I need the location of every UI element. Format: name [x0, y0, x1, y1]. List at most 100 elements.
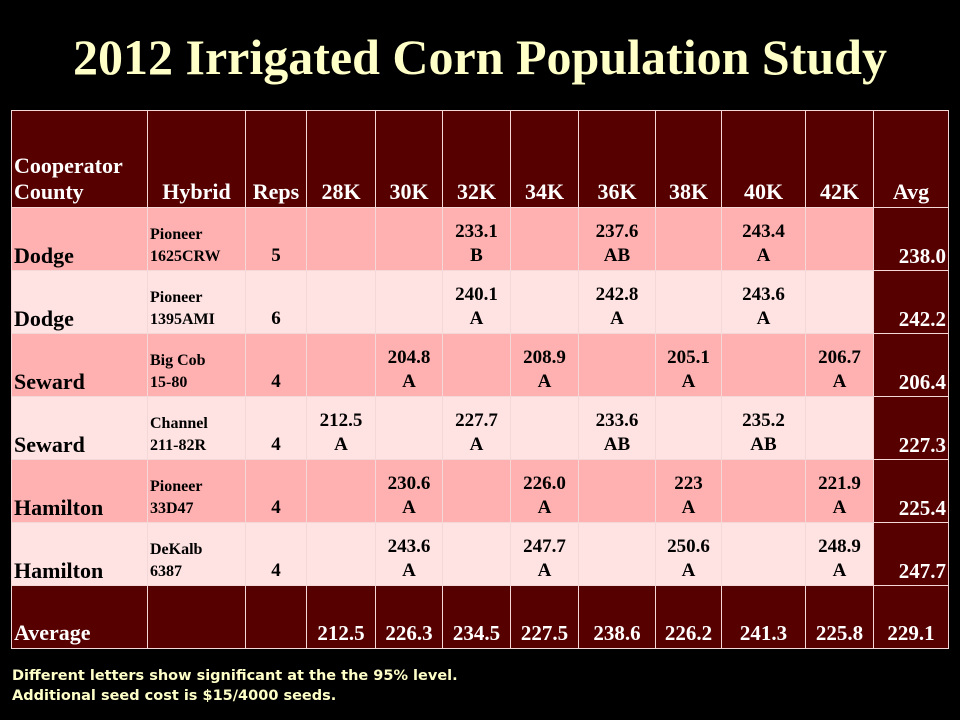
- significance-letter: A: [537, 497, 552, 518]
- avg-cell: 227.3: [873, 396, 949, 460]
- hybrid-cell: DeKalb 6387: [147, 522, 246, 586]
- footnote-seed-cost: Additional seed cost is $15/4000 seeds.: [12, 688, 337, 704]
- yield-cell: [510, 396, 579, 460]
- hybrid-brand: DeKalb: [150, 541, 203, 558]
- yield-cell: 206.7 A: [805, 333, 874, 397]
- yield-cell: [578, 459, 656, 523]
- yield-value: 205.1: [667, 347, 710, 368]
- yield-cell: 237.6 AB: [578, 207, 656, 271]
- yield-cell: 223 A: [655, 459, 722, 523]
- county-cell: Hamilton: [11, 459, 148, 523]
- yield-cell: 242.8 A: [578, 270, 656, 334]
- population-study-table: Cooperator County Hybrid Reps 28K 30K 32K 34K 36…: [11, 110, 949, 649]
- yield-cell: 243.6 A: [375, 522, 443, 586]
- yield-cell: 230.6 A: [375, 459, 443, 523]
- significance-letter: AB: [603, 434, 631, 455]
- header-28k: 28K: [306, 110, 376, 208]
- yield-cell: [805, 270, 874, 334]
- county-cell: Dodge: [11, 207, 148, 271]
- significance-letter: A: [334, 434, 348, 455]
- significance-letter: B: [470, 245, 483, 266]
- significance-letter: A: [681, 497, 696, 518]
- average-row: Average 212.5 226.3 234.5 227.5 238.6 226.2 241…: [11, 585, 949, 649]
- significance-letter: A: [681, 560, 696, 581]
- page-title: 2012 Irrigated Corn Population Study: [73, 29, 887, 85]
- significance-letter: A: [402, 560, 416, 581]
- yield-cell: 212.5 A: [306, 396, 376, 460]
- yield-value: 240.1: [455, 284, 498, 305]
- table-row: Hamilton Pioneer 33D47 4 230.6 A 226.0 A 223 A 221…: [11, 459, 949, 523]
- header-32k: 32K: [442, 110, 511, 208]
- yield-cell: [306, 207, 376, 271]
- yield-value: 233.6: [595, 410, 639, 431]
- yield-cell: [655, 207, 722, 271]
- yield-value: 235.2: [742, 410, 785, 431]
- table-row: Dodge Pioneer 1625CRW 5 233.1 B 237.6 AB 243.4 A 2…: [11, 207, 949, 271]
- significance-letter: A: [402, 497, 416, 518]
- hybrid-cell: Pioneer 33D47: [147, 459, 246, 523]
- significance-letter: AB: [750, 434, 777, 455]
- header-34k: 34K: [510, 110, 579, 208]
- yield-value: 226.0: [523, 473, 566, 494]
- table-header-row: Cooperator County Hybrid Reps 28K 30K 32K 34K 36…: [11, 110, 949, 208]
- header-line: Cooperator: [14, 153, 123, 178]
- hybrid-brand: Pioneer: [150, 289, 203, 306]
- yield-value: 223: [674, 473, 703, 494]
- yield-value: 242.8: [595, 284, 639, 305]
- hybrid-cell: Big Cob 15-80: [147, 333, 246, 397]
- yield-value: 243.6: [387, 536, 431, 557]
- yield-value: 243.6: [742, 284, 785, 305]
- hybrid-cell: Pioneer 1395AMI: [147, 270, 246, 334]
- yield-cell: [578, 522, 656, 586]
- average-value: 212.5: [306, 585, 376, 649]
- yield-cell: [306, 333, 376, 397]
- county-cell: Seward: [11, 333, 148, 397]
- yield-cell: [721, 522, 806, 586]
- yield-cell: 235.2 AB: [721, 396, 806, 460]
- yield-value: 247.7: [523, 536, 566, 557]
- hybrid-number: 33D47: [150, 500, 194, 517]
- footnote-significance: Different letters show significant at th…: [12, 668, 458, 684]
- significance-letter: A: [610, 308, 624, 329]
- hybrid-number: 211-82R: [150, 437, 206, 454]
- header-avg: Avg: [873, 110, 949, 208]
- yield-cell: 208.9 A: [510, 333, 579, 397]
- yield-cell: [721, 459, 806, 523]
- empty-cell: [147, 585, 246, 649]
- header-42k: 42K: [805, 110, 874, 208]
- yield-cell: [442, 333, 511, 397]
- overall-average: 229.1: [873, 585, 949, 649]
- yield-cell: [306, 522, 376, 586]
- reps-cell: 5: [245, 207, 307, 271]
- yield-cell: [721, 333, 806, 397]
- significance-letter: A: [756, 308, 771, 329]
- yield-value: 206.7: [818, 347, 861, 368]
- avg-cell: 225.4: [873, 459, 949, 523]
- yield-value: 233.1: [455, 221, 498, 242]
- yield-cell: [655, 396, 722, 460]
- yield-cell: [442, 459, 511, 523]
- header-cooperator-county: Cooperator County: [11, 110, 148, 208]
- yield-value: 212.5: [319, 410, 363, 431]
- hybrid-number: 1395AMI: [150, 311, 215, 328]
- yield-cell: 243.4 A: [721, 207, 806, 271]
- yield-cell: [442, 522, 511, 586]
- hybrid-number: 6387: [150, 563, 182, 580]
- yield-cell: 250.6 A: [655, 522, 722, 586]
- average-value: 227.5: [510, 585, 579, 649]
- reps-cell: 4: [245, 459, 307, 523]
- header-line: County: [14, 179, 84, 204]
- yield-cell: [375, 270, 443, 334]
- yield-value: 243.4: [742, 221, 785, 242]
- hybrid-cell: Pioneer 1625CRW: [147, 207, 246, 271]
- yield-value: 230.6: [387, 473, 431, 494]
- significance-letter: A: [469, 434, 484, 455]
- header-38k: 38K: [655, 110, 722, 208]
- avg-cell: 238.0: [873, 207, 949, 271]
- significance-letter: A: [681, 371, 696, 392]
- county-cell: Seward: [11, 396, 148, 460]
- header-hybrid: Hybrid: [147, 110, 246, 208]
- yield-cell: 240.1 A: [442, 270, 511, 334]
- significance-letter: A: [469, 308, 484, 329]
- header-30k: 30K: [375, 110, 443, 208]
